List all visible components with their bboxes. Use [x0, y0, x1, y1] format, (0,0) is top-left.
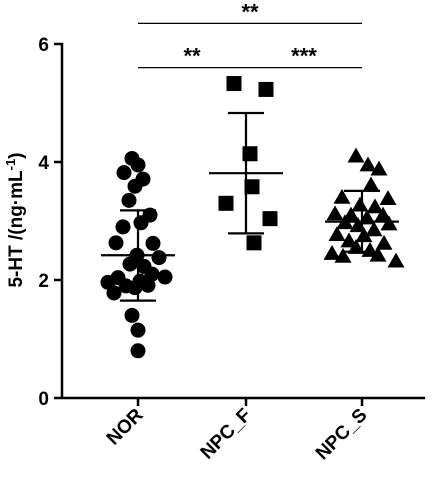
data-point-NPC_S-19: [375, 234, 393, 250]
data-point-NPC_S-23: [369, 246, 387, 262]
data-point-NPC_S-0: [347, 147, 365, 163]
data-point-NOR-21: [140, 277, 156, 293]
data-point-NPC_S-24: [334, 247, 352, 263]
data-point-NPC_S-13: [380, 215, 398, 231]
data-point-NPC_S-12: [336, 214, 354, 230]
data-point-NPC_F-5: [262, 211, 278, 227]
data-point-NOR-24: [124, 307, 140, 323]
data-point-NOR-9: [108, 235, 124, 251]
data-point-NPC_F-0: [226, 76, 242, 92]
y-axis-label: 5-HT /(ng·mL-1): [3, 152, 27, 287]
data-point-NPC_S-22: [323, 244, 341, 260]
data-point-NOR-10: [145, 235, 161, 251]
data-point-NOR-8: [115, 219, 131, 235]
data-point-NOR-2: [116, 165, 132, 181]
data-point-NPC_S-17: [355, 227, 373, 243]
x-tick-label-NPC_S: NPC_S: [312, 405, 372, 465]
data-point-NPC_S-7: [366, 198, 384, 214]
data-point-NOR-13: [122, 256, 138, 272]
data-point-NOR-12: [151, 250, 167, 266]
y-axis-label-main: 5-HT /(ng·mL: [6, 170, 27, 288]
data-point-NPC_S-2: [370, 160, 388, 176]
y-tick-label-4: 4: [38, 153, 49, 174]
data-point-NOR-4: [127, 178, 143, 194]
x-tick-label-NOR: NOR: [103, 404, 148, 449]
data-point-NPC_S-11: [358, 209, 376, 225]
data-point-NOR-23: [106, 285, 122, 301]
data-point-NPC_S-20: [347, 239, 365, 254]
data-point-NPC_S-16: [328, 226, 346, 241]
data-point-NPC_S-5: [379, 190, 397, 205]
significance-label-NOR-NPC_F: **: [183, 44, 201, 69]
x-tick-label-NPC_F: NPC_F: [197, 405, 256, 464]
data-point-NPC_S-10: [374, 206, 392, 222]
data-point-NPC_S-4: [333, 188, 351, 204]
y-axis-label-close: ): [6, 152, 27, 158]
significance-brackets: **** ***: [138, 0, 362, 69]
data-point-NPC_F-6: [246, 235, 262, 251]
data-point-NOR-1: [130, 157, 146, 173]
data-point-NOR-22: [127, 280, 143, 296]
svg-text:5-HT /(ng·mL-1): 5-HT /(ng·mL-1): [3, 152, 27, 287]
significance-label-NPC_F-NPC_S: ***: [291, 44, 317, 69]
data-point-NPC_S-1: [359, 156, 377, 172]
y-tick-label-6: 6: [38, 35, 49, 56]
data-point-NPC_S-3: [362, 176, 380, 192]
data-point-NPC_F-2: [242, 146, 258, 162]
data-point-NPC_F-4: [218, 195, 234, 211]
data-point-NOR-25: [130, 322, 146, 338]
data-point-NPC_S-8: [326, 205, 344, 221]
data-point-NOR-16: [157, 269, 173, 285]
significance-label-NOR-NPC_S: **: [241, 0, 259, 24]
y-tick-label-0: 0: [38, 389, 49, 410]
data-point-NOR-5: [121, 192, 137, 208]
data-point-NPC_S-25: [387, 252, 405, 268]
data-point-NPC_S-14: [349, 217, 367, 233]
data-point-NOR-7: [133, 215, 149, 231]
data-point-NOR-26: [130, 343, 146, 359]
y-tick-label-2: 2: [38, 271, 49, 292]
data-point-NPC_F-1: [258, 81, 274, 97]
data-point-NPC_S-21: [361, 242, 379, 257]
data-point-NPC_F-3: [244, 179, 260, 195]
data-point-NPC_S-6: [351, 196, 369, 212]
data-point-NPC_S-15: [365, 221, 383, 237]
y-axis-label-superscript: -1: [3, 159, 18, 171]
data-points: [100, 76, 405, 359]
data-point-NPC_S-18: [340, 232, 358, 248]
